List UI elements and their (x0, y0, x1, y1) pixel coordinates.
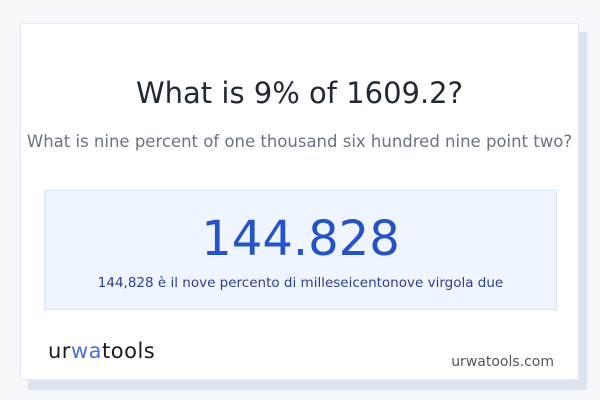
page-title: What is 9% of 1609.2? (135, 76, 464, 110)
result-card: What is 9% of 1609.2? What is nine perce… (20, 23, 579, 380)
result-value: 144.828 (201, 211, 400, 267)
logo-text: too (102, 339, 138, 363)
result-words: 144,828 è il nove percento di milleseice… (97, 275, 504, 291)
urwatools-logo[interactable]: urwatools (48, 339, 155, 363)
logo-text: wa (70, 339, 102, 363)
logo-text: ls (137, 339, 156, 363)
result-box: 144.828 144,828 è il nove percento di mi… (44, 190, 557, 310)
page-subtitle: What is nine percent of one thousand six… (26, 132, 573, 151)
site-link[interactable]: urwatools.com (451, 354, 554, 370)
logo-text: ur (48, 339, 71, 363)
